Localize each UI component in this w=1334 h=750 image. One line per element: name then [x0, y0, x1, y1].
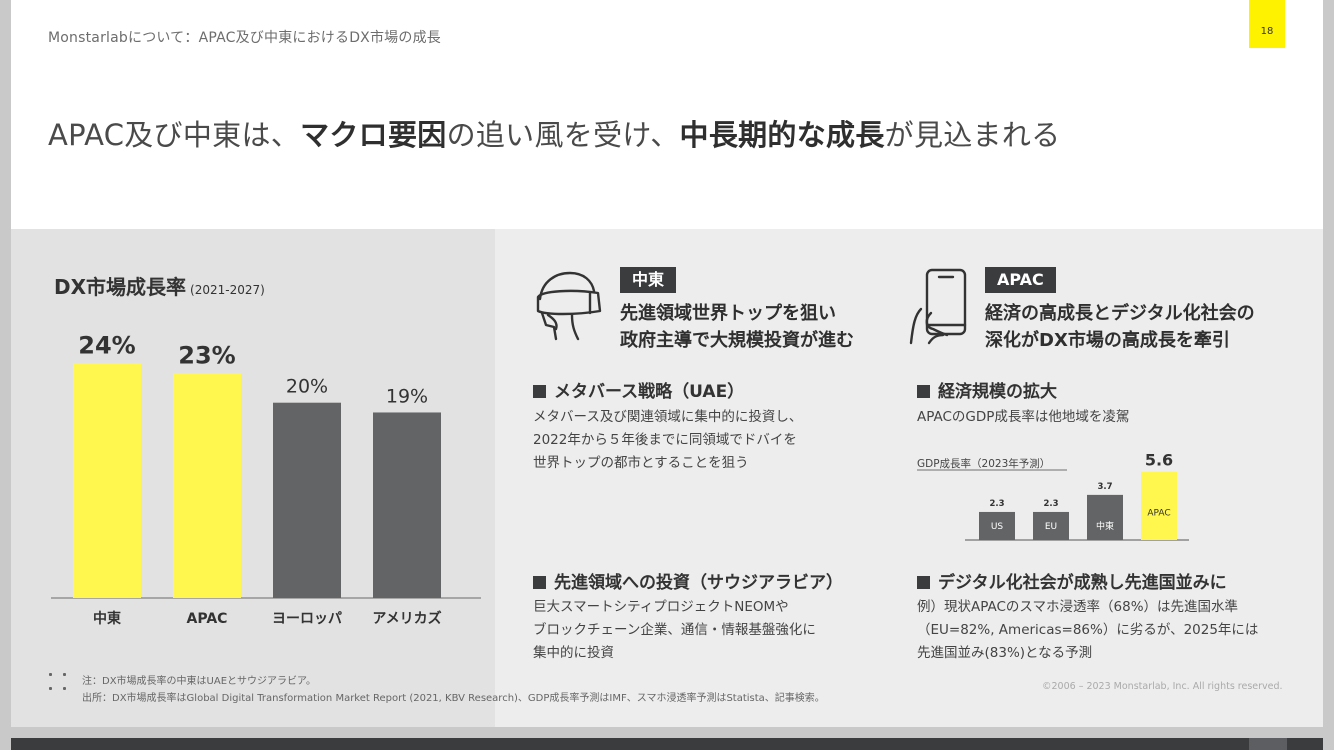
economy-line-1: APACのGDP成長率は他地域を凌駕	[917, 409, 1130, 425]
section-saudi-heading-text: 先進領域への投資（サウジアラビア）	[554, 573, 843, 593]
gdp-bar	[1141, 471, 1177, 540]
apac-headline-1: 経済の高成長とデジタル化社会の	[985, 303, 1255, 324]
page-number: 18	[1249, 0, 1285, 48]
metaverse-line-3: 世界トップの都市とすることを狙う	[533, 455, 749, 471]
middle-east-headline-2: 政府主導で大規模投資が進む	[620, 330, 854, 351]
dx-bar	[173, 373, 241, 598]
metaverse-line-1: メタバース及び関連領域に集中的に投資し、	[533, 409, 803, 425]
section-saudi-body: 巨大スマートシティプロジェクトNEOMや ブロックチェーン企業、通信・情報基盤強…	[533, 596, 816, 665]
title-part-1: APAC及び中東は、	[48, 118, 301, 152]
page-title: APAC及び中東は、マクロ要因の追い風を受け、中長期的な成長が見込まれる	[48, 112, 1060, 154]
chart-period: (2021-2027)	[190, 283, 265, 297]
tag-middle-east: 中東	[620, 267, 677, 293]
dx-bar-value-label: 19%	[386, 385, 428, 407]
dx-category-label: ヨーロッパ	[272, 611, 342, 627]
middle-east-headline-1: 先進領域世界トップを狙い	[620, 303, 836, 324]
dx-bar	[373, 412, 441, 598]
dx-growth-chart: 24% 中東 23% APAC 20% ヨーロッパ 19% アメリカズ	[51, 332, 481, 627]
gdp-category-label: APAC	[1147, 509, 1170, 519]
section-economy-body: APACのGDP成長率は他地域を凌駕	[917, 406, 1129, 429]
gdp-chart-title: GDP成長率（2023年予測）	[917, 457, 1050, 470]
dx-bar-value-label: 24%	[78, 332, 135, 360]
digital-line-3: 先進国並み(83%)となる予測	[917, 645, 1093, 661]
section-economy-heading-text: 経済規模の拡大	[938, 382, 1057, 402]
title-emphasis-2: 中長期的な成長	[679, 118, 885, 152]
slide: Monstarlabについて：APAC及び中東におけるDX市場の成長 18 AP…	[11, 0, 1323, 727]
grid-dots-icon	[49, 673, 67, 691]
title-emphasis-1: マクロ要因	[300, 118, 447, 152]
chart-title-text: DX市場成長率	[54, 275, 187, 299]
title-part-3: が見込まれる	[884, 118, 1061, 152]
gdp-bar	[979, 511, 1015, 540]
section-economy-heading: 経済規模の拡大	[917, 377, 1057, 402]
dx-growth-panel: DX市場成長率 (2021-2027) 24% 中東 23% APAC 20% ヨーロッパ 1…	[11, 229, 495, 727]
bullet-square-icon	[533, 385, 546, 398]
gdp-growth-chart: GDP成長率（2023年予測） 2.3 US 2.3 EU 3.7 中東 5.6 APAC	[917, 451, 1189, 541]
dx-bar	[273, 402, 341, 598]
gdp-category-label: EU	[1045, 522, 1057, 532]
chart-title: DX市場成長率 (2021-2027)	[54, 271, 265, 300]
regions-panel: 中東 先進領域世界トップを狙い 政府主導で大規模投資が進む メタバース戦略（UA…	[495, 229, 1323, 727]
metaverse-line-2: 2022年から５年後までに同領域でドバイを	[533, 432, 797, 448]
dx-bar-value-label: 23%	[178, 341, 235, 369]
title-part-2: の追い風を受け、	[446, 118, 680, 152]
bullet-square-icon	[917, 385, 930, 398]
apac-headline-2: 深化がDX市場の高成長を牽引	[985, 330, 1230, 351]
vr-headset-icon	[536, 271, 602, 341]
section-saudi-heading: 先進領域への投資（サウジアラビア）	[533, 568, 843, 593]
gdp-bar-value-label: 2.3	[1043, 499, 1058, 509]
bottom-bar-segment	[1249, 738, 1287, 750]
bullet-square-icon	[533, 576, 546, 589]
section-metaverse-body: メタバース及び関連領域に集中的に投資し、 2022年から５年後までに同領域でドバ…	[533, 406, 802, 475]
gdp-category-label: US	[991, 522, 1004, 532]
gdp-bar-value-label: 5.6	[1145, 451, 1173, 470]
section-metaverse-heading-text: メタバース戦略（UAE）	[554, 382, 745, 402]
gdp-bar-value-label: 3.7	[1097, 482, 1112, 492]
saudi-line-1: 巨大スマートシティプロジェクトNEOMや	[533, 599, 789, 615]
section-digital-heading-text: デジタル化社会が成熟し先進国並みに	[938, 573, 1227, 593]
dx-category-label: APAC	[187, 611, 228, 627]
section-metaverse-heading: メタバース戦略（UAE）	[533, 377, 744, 402]
dx-category-label: アメリカズ	[372, 610, 441, 627]
section-digital-heading: デジタル化社会が成熟し先進国並みに	[917, 568, 1227, 593]
gdp-bar-value-label: 2.3	[989, 499, 1004, 509]
bottom-bar	[11, 738, 1323, 750]
section-digital-body: 例）現状APACのスマホ浸透率（68%）は先進国水準 （EU=82%, Amer…	[917, 596, 1258, 665]
digital-line-2: （EU=82%, Americas=86%）に劣るが、2025年には	[917, 622, 1259, 638]
saudi-line-3: 集中的に投資	[533, 645, 614, 661]
gdp-bar	[1033, 511, 1069, 540]
copyright: ©2006 – 2023 Monstarlab, Inc. All rights…	[1042, 681, 1283, 692]
breadcrumb: Monstarlabについて：APAC及び中東におけるDX市場の成長	[48, 30, 441, 46]
smartphone-hand-icon	[909, 268, 967, 345]
gdp-category-label: 中東	[1096, 520, 1114, 532]
footnote-note: 注：DX市場成長率の中東はUAEとサウジアラビア。	[82, 676, 317, 687]
dx-bar	[73, 363, 141, 598]
gdp-bar	[1087, 494, 1123, 540]
saudi-line-2: ブロックチェーン企業、通信・情報基盤強化に	[533, 622, 816, 638]
dx-bar-value-label: 20%	[286, 376, 328, 398]
footnote-source: 出所：DX市場成長率はGlobal Digital Transformation…	[82, 693, 825, 704]
tag-apac: APAC	[985, 267, 1056, 293]
bullet-square-icon	[917, 576, 930, 589]
digital-line-1: 例）現状APACのスマホ浸透率（68%）は先進国水準	[917, 599, 1239, 615]
dx-category-label: 中東	[93, 610, 121, 627]
